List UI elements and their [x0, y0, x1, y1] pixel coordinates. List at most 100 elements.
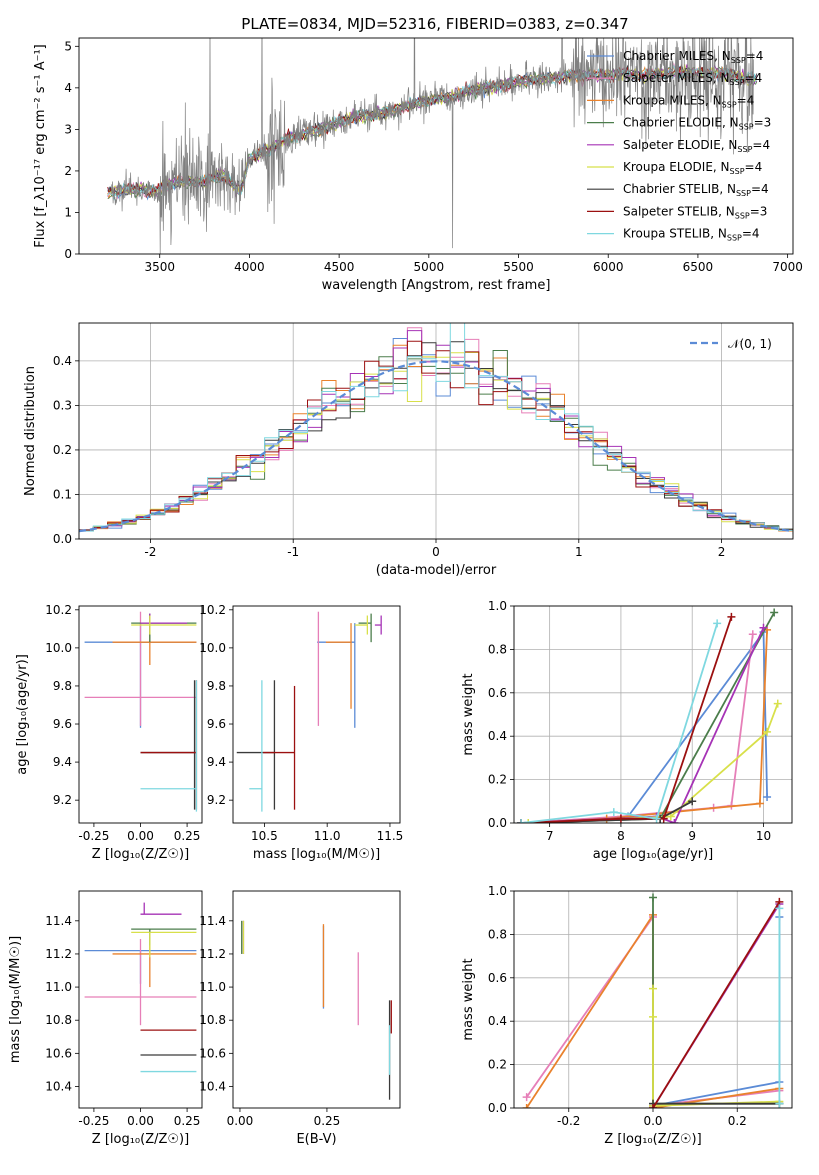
- legend-label: 𝒩(0, 1): [728, 337, 772, 351]
- y-tick-label: 9.4: [207, 755, 226, 769]
- legend-nssp: =4: [745, 160, 763, 174]
- legend-model-name: Salpeter STELIB, N: [623, 204, 735, 218]
- legend-model-name: Kroupa ELODIE, N: [623, 160, 730, 174]
- legend-subscript: SSP: [730, 167, 745, 176]
- legend-label: Chabrier MILES, NSSP=4: [623, 49, 763, 65]
- x-tick-label: 5000: [414, 260, 445, 274]
- y-tick-label: 10.8: [199, 1013, 226, 1027]
- legend-label: Chabrier ELODIE, NSSP=3: [623, 116, 771, 132]
- x-tick-label: 10.5: [251, 829, 278, 843]
- y-tick-label: 11.2: [45, 947, 72, 961]
- y-axis-label: mass weight: [461, 673, 476, 755]
- axes-frame: [78, 890, 203, 1109]
- y-tick-label: 0.4: [53, 354, 72, 368]
- y-tick-label: 9.2: [207, 793, 226, 807]
- legend-model-name: Chabrier MILES, N: [623, 49, 731, 63]
- plot-area: [84, 611, 198, 812]
- errorbar-point: [140, 680, 198, 812]
- y-tick-label: 0.0: [488, 1101, 507, 1115]
- y-tick-label: 10.2: [199, 603, 226, 617]
- weight-marker: [517, 819, 526, 823]
- weight-series-line: [652, 901, 781, 1108]
- legend-label: Salpeter STELIB, NSSP=3: [623, 204, 767, 220]
- errorbar-point: [131, 931, 197, 958]
- weight-marker: [522, 1104, 531, 1108]
- y-tick-label: 9.6: [53, 717, 72, 731]
- weight-marker: [727, 612, 736, 621]
- x-tick-label: 0.25: [314, 1114, 341, 1128]
- y-axis-label: age [log₁₀(age/yr)]: [15, 654, 30, 775]
- y-tick-label: 0.0: [53, 532, 72, 546]
- y-tick-label: 2: [64, 164, 72, 178]
- legend-model-name: Kroupa MILES, N: [623, 93, 722, 107]
- x-tick-label: 0.00: [127, 1114, 154, 1128]
- weight-marker: [649, 1012, 657, 1021]
- y-tick-label: 5: [64, 39, 72, 53]
- x-tick-label: 2: [718, 545, 726, 559]
- x-tick-label: 11.5: [377, 829, 404, 843]
- axes-spectrum: 3500 4000 4500 5000 5500 6000 6500 7000 0 1 2 3 4 5 wa…: [33, 37, 803, 293]
- plot-area: [79, 323, 793, 534]
- axes-age_vs_Z: -0.25 0.00 0.25 9.2 9.4 9.6 9.8 10.0 10.2 Z [log₁…: [15, 603, 203, 862]
- legend-subscript: SSP: [735, 211, 750, 220]
- y-tick-label: 10.4: [199, 1079, 226, 1093]
- x-tick-label: 4500: [324, 260, 355, 274]
- weight-marker: [713, 619, 722, 628]
- y-tick-label: 11.2: [199, 947, 226, 961]
- weight-marker: [763, 792, 772, 801]
- y-tick-label: 0.6: [488, 686, 507, 700]
- y-tick-label: 0.1: [53, 487, 72, 501]
- x-tick-label: 11.0: [314, 829, 341, 843]
- legend-subscript: SSP: [739, 123, 754, 132]
- legend-label: Salpeter ELODIE, NSSP=4: [623, 138, 770, 154]
- y-tick-label: 1.0: [488, 599, 507, 613]
- x-axis-label: mass [log₁₀(M/M☉)]: [253, 847, 380, 862]
- y-tick-label: 0.2: [488, 773, 507, 787]
- legend-label: Kroupa MILES, NSSP=4: [623, 93, 754, 109]
- y-axis-label: Flux [f_λ10⁻¹⁷ erg cm⁻² s⁻¹ A⁻¹]: [33, 44, 48, 248]
- x-axis-label: E(B-V): [296, 1132, 336, 1147]
- weight-marker: [775, 1099, 784, 1108]
- errorbar-point: [325, 623, 352, 709]
- y-tick-label: 9.8: [207, 679, 226, 693]
- weight-marker: [652, 814, 661, 823]
- legend-nssp: =3: [750, 204, 768, 218]
- x-tick-label: 1: [575, 545, 583, 559]
- grid: [514, 605, 792, 824]
- x-tick-label: 7000: [772, 260, 803, 274]
- errorbar-point: [131, 615, 197, 635]
- y-axis-label: mass weight: [461, 958, 476, 1040]
- y-tick-label: 3: [64, 122, 72, 136]
- x-tick-label: -2: [144, 545, 156, 559]
- y-tick-label: 0.3: [53, 398, 72, 412]
- x-tick-label: 0.00: [227, 1114, 254, 1128]
- axes-frame: [513, 605, 793, 824]
- weight-series-line: [520, 623, 719, 823]
- legend-subscript: SSP: [722, 100, 737, 109]
- plot-area: [236, 611, 382, 812]
- x-tick-label: 0.0: [643, 1114, 662, 1128]
- errorbar-point: [140, 902, 182, 915]
- x-tick-label: 0.25: [174, 1114, 201, 1128]
- x-tick-label: 0.25: [174, 829, 201, 843]
- x-axis-label: Z [log₁₀(Z/Z☉)]: [92, 847, 189, 862]
- x-tick-label: 0.00: [127, 829, 154, 843]
- x-tick-label: -0.25: [78, 1114, 109, 1128]
- weight-marker: [755, 799, 764, 808]
- legend-nssp: =4: [745, 71, 763, 85]
- x-tick-label: 0: [432, 545, 440, 559]
- y-tick-label: 10.2: [45, 603, 72, 617]
- normal-curve: [79, 360, 793, 533]
- errorbar-point: [263, 685, 296, 810]
- legend-nssp: =4: [742, 227, 760, 241]
- weight-marker: [659, 814, 668, 823]
- x-axis-label: (data-model)/error: [376, 563, 497, 578]
- y-tick-label: 0.4: [488, 729, 507, 743]
- axes-frame: [78, 605, 203, 824]
- y-tick-label: 10.0: [199, 641, 226, 655]
- errorbar-point: [140, 680, 197, 810]
- legend-model-name: Chabrier STELIB, N: [623, 182, 736, 196]
- y-tick-label: 10.6: [199, 1046, 226, 1060]
